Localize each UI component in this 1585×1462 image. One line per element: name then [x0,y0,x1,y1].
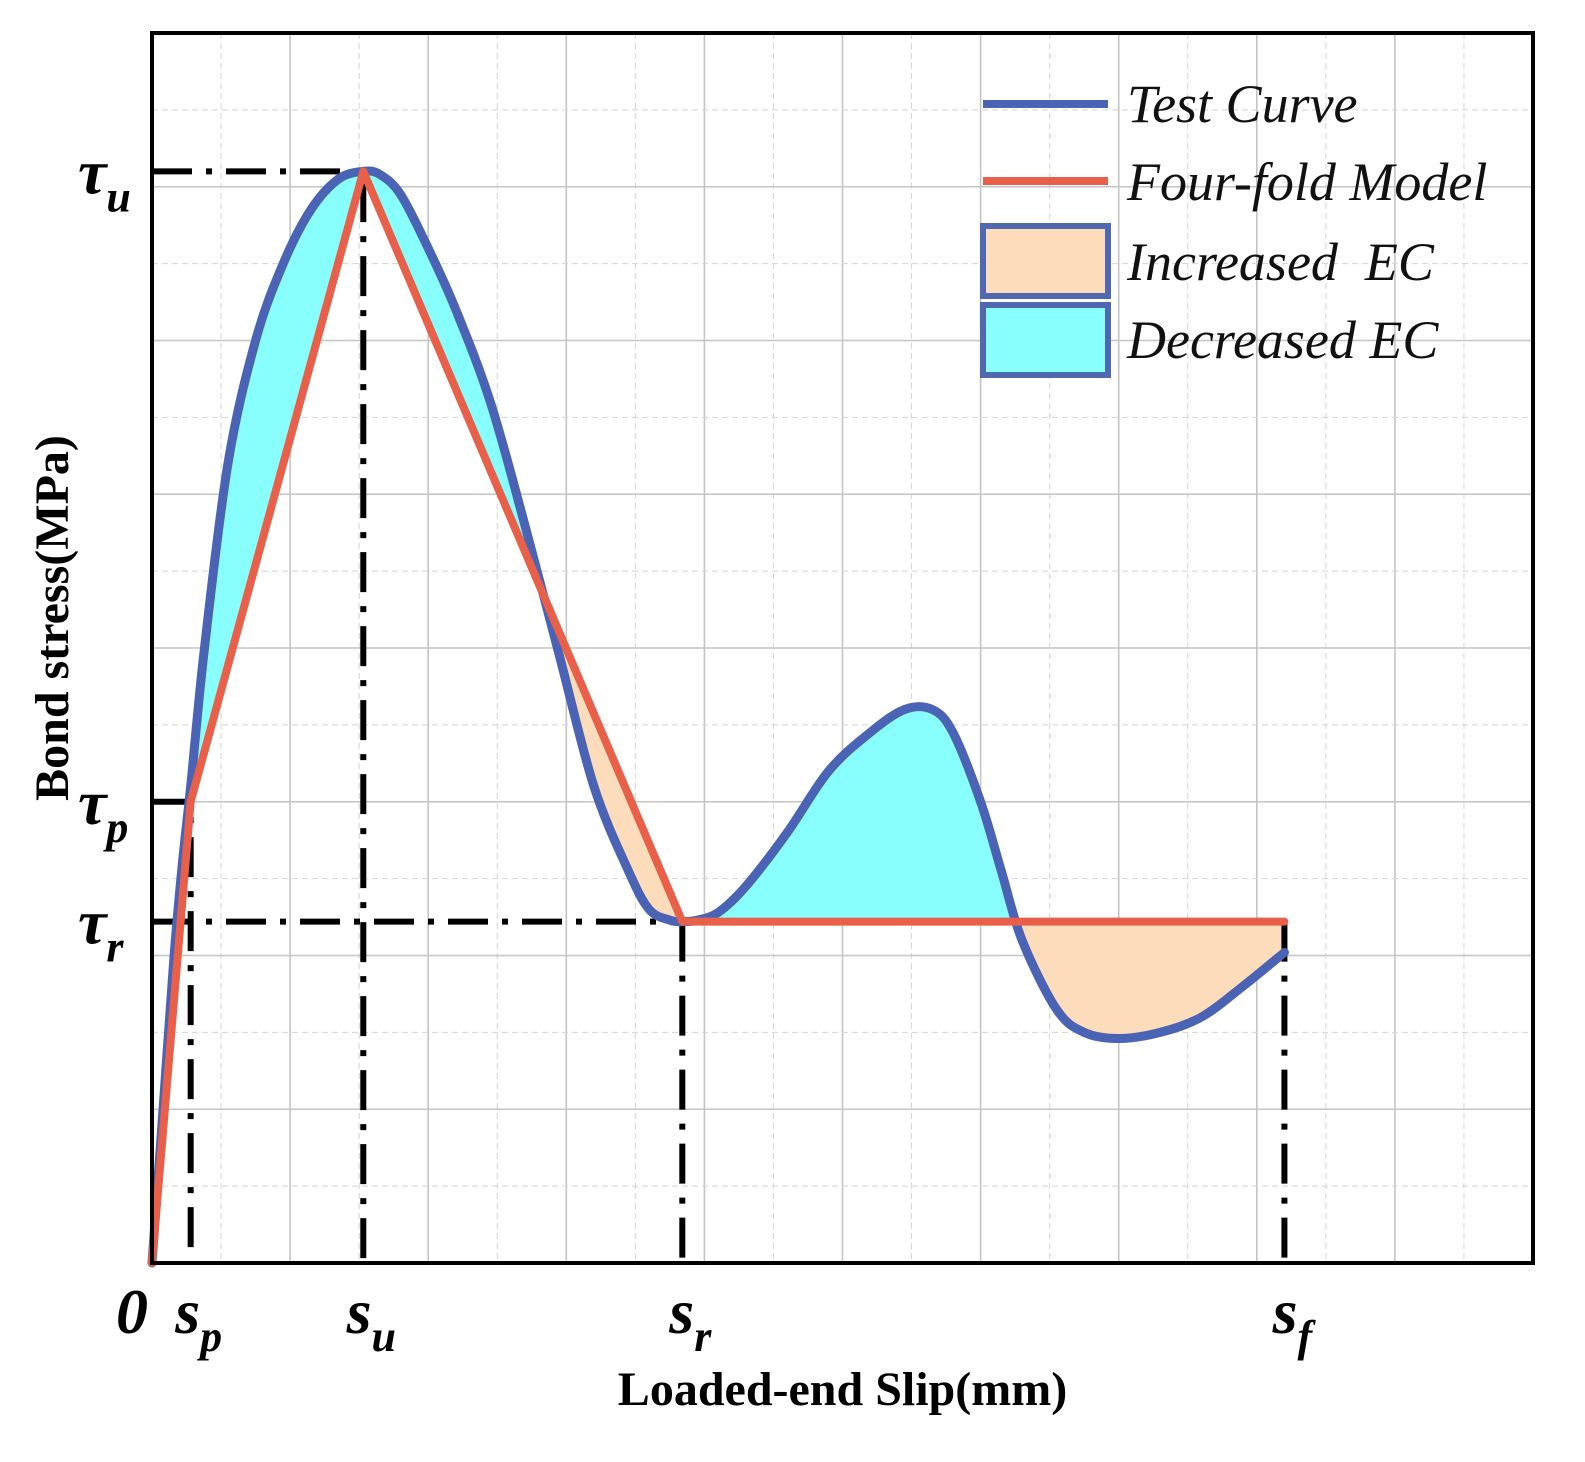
tick-labels: 0 sp su sr sf τu τp τr [78,136,1317,1361]
legend-swatch-decreased-ec [980,302,1111,378]
series-lines [147,166,1289,1268]
legend-swatch-increased-ec [980,223,1111,299]
series-test-curve [147,166,1289,1268]
x-tick-sr: sr [668,1276,712,1361]
ec-fill-areas [152,171,1285,1263]
x-tick-sp: sp [174,1276,222,1361]
decreased-ec-area [152,171,547,1263]
y-tick-tp: τp [78,767,128,852]
x-tick-sf: sf [1272,1276,1317,1361]
decreased-ec-area [684,709,1017,923]
increased-ec-area [1016,921,1285,1039]
y-tick-tu: τu [78,136,131,221]
x-tick-su: su [346,1276,396,1361]
x-axis-label: Loaded-end Slip(mm) [618,1363,1067,1416]
legend-label-decreased-ec: Decreased EC [1126,310,1439,370]
legend-label-four-fold-model: Four-fold Model [1126,152,1487,212]
x-tick-origin: 0 [116,1276,148,1347]
y-axis-label: Bond stress(MPa) [26,435,79,801]
legend-label-test-curve: Test Curve [1127,74,1358,134]
y-tick-tr: τr [78,887,124,972]
plot-frame [150,31,1535,1265]
grid [152,33,1533,1263]
legend: Test Curve Four-fold Model Increased EC … [980,74,1487,378]
series-four-fold-model [148,167,1289,1267]
legend-label-increased-ec: Increased EC [1126,232,1435,292]
